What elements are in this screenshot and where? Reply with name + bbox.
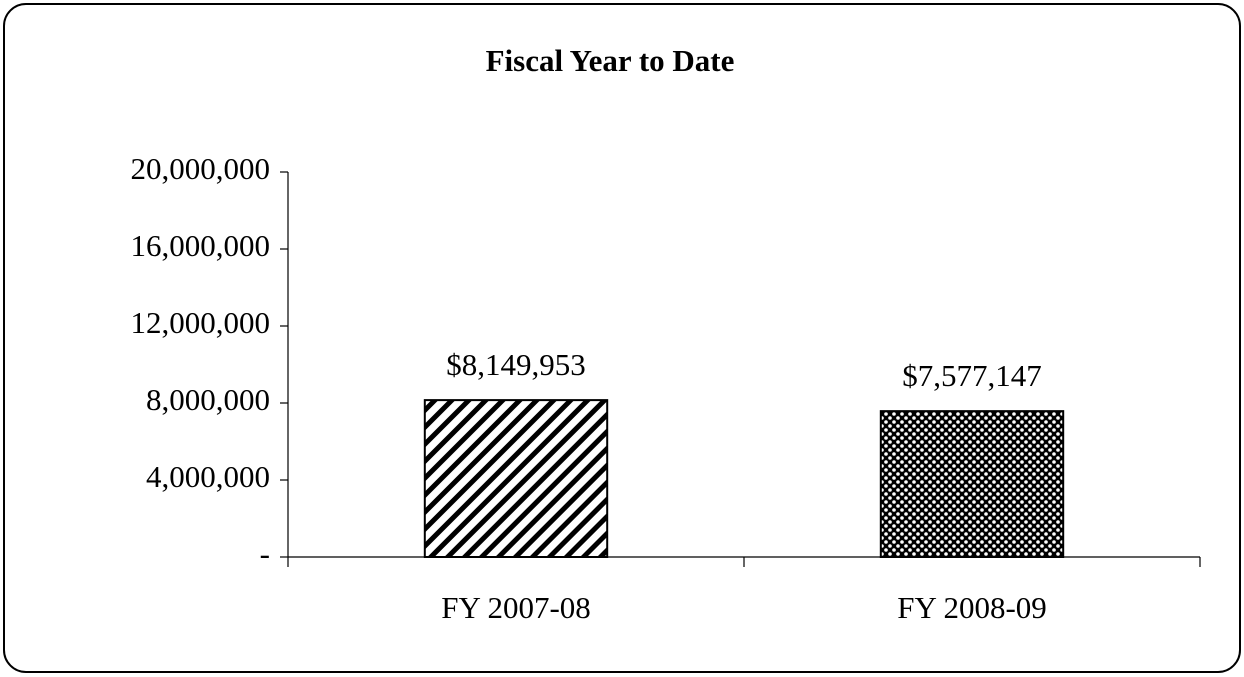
y-tick-label: 12,000,000 [131, 305, 271, 340]
value-label: $7,577,147 [902, 358, 1042, 393]
x-tick-label: FY 2008-09 [897, 590, 1047, 625]
y-tick-label: - [260, 536, 270, 571]
y-tick-label: 20,000,000 [131, 151, 271, 186]
bar [423, 399, 609, 558]
x-tick-label: FY 2007-08 [441, 590, 591, 625]
y-tick-label: 4,000,000 [146, 459, 270, 494]
bar [879, 410, 1065, 558]
chart-title: Fiscal Year to Date [486, 43, 735, 78]
y-tick-label: 16,000,000 [131, 228, 271, 263]
y-tick-label: 8,000,000 [146, 382, 270, 417]
value-label: $8,149,953 [446, 347, 586, 382]
